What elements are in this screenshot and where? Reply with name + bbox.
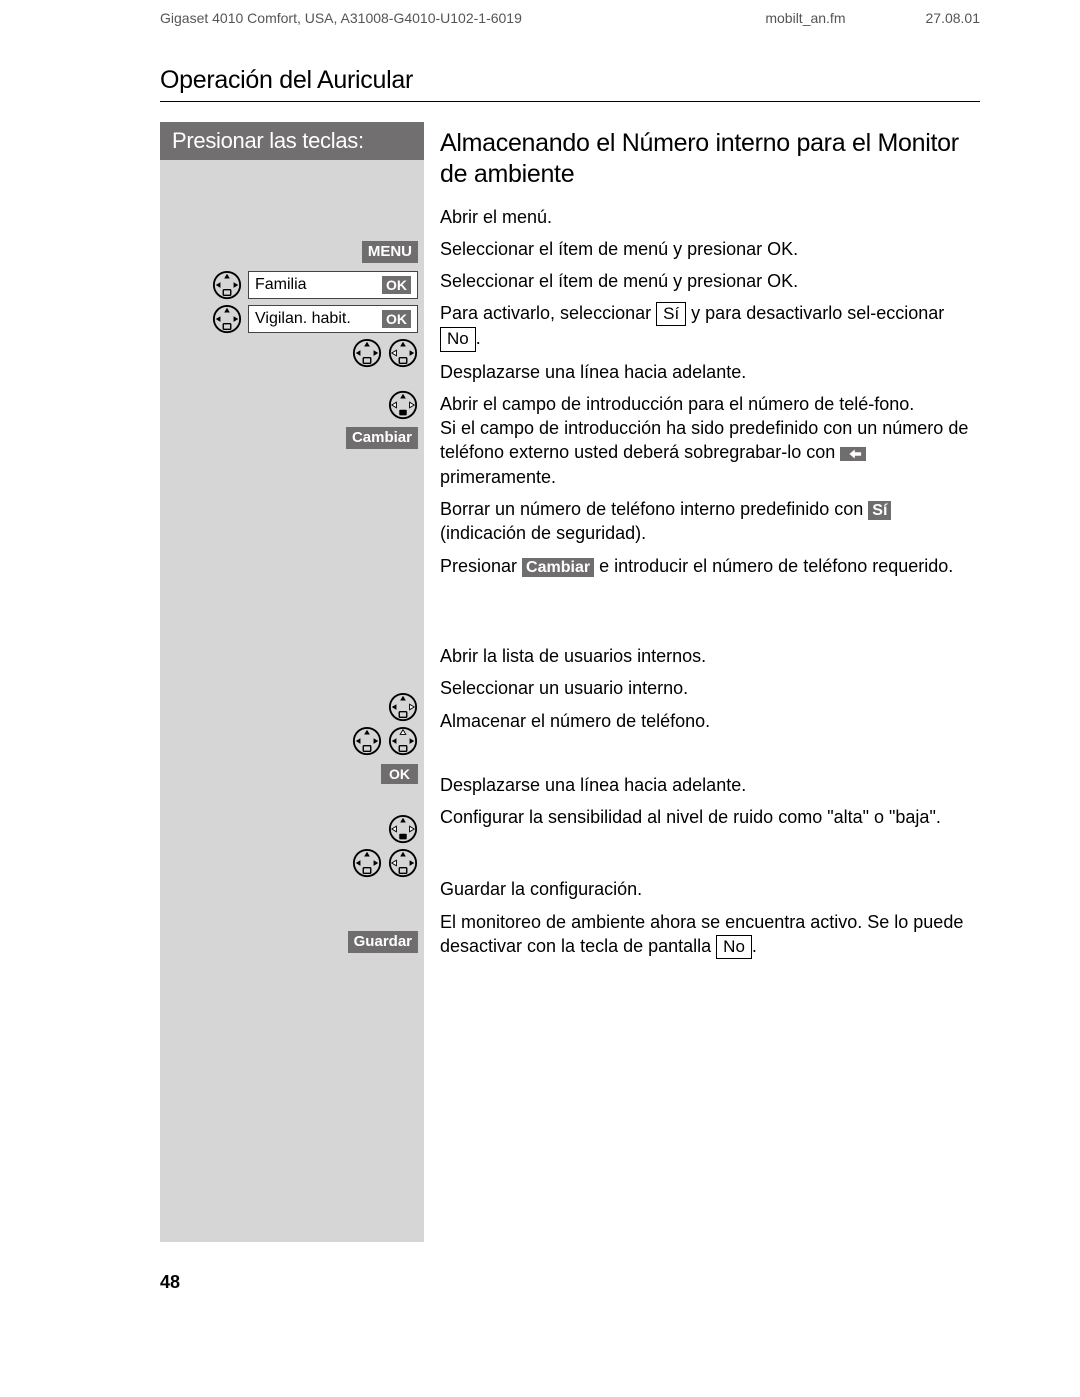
dpad-icon <box>212 270 242 300</box>
step-text: Seleccionar el ítem de menú y presionar … <box>440 269 980 293</box>
keys-header: Presionar las teclas: <box>160 122 424 160</box>
ok-key: OK <box>382 310 411 329</box>
no-key: No <box>716 935 752 959</box>
step-text: Presionar Cambiar e introducir el número… <box>440 554 980 578</box>
header-product: Gigaset 4010 Comfort, USA, A31008-G4010-… <box>160 10 522 26</box>
dpad-icon <box>388 338 418 368</box>
step-text: Abrir la lista de usuarios internos. <box>440 644 980 668</box>
menu-item-vigilan: Vigilan. habit. OK <box>248 305 418 333</box>
menu-key: MENU <box>362 241 418 263</box>
menu-item-familia: Familia OK <box>248 271 418 299</box>
step-text: Para activarlo, seleccionar Sí y para de… <box>440 301 980 351</box>
header-file: mobilt_an.fm <box>765 10 845 26</box>
dpad-icon <box>388 848 418 878</box>
dpad-right-icon <box>388 692 418 722</box>
dpad-icon <box>352 848 382 878</box>
ok-key: OK <box>381 764 418 785</box>
step-text: Almacenar el número de teléfono. <box>440 709 980 733</box>
step-text: Abrir el menú. <box>440 205 980 229</box>
dpad-icon <box>352 726 382 756</box>
ok-key: OK <box>382 276 411 295</box>
header-date: 27.08.01 <box>926 10 981 26</box>
step-text: Borrar un número de teléfono interno pre… <box>440 497 980 546</box>
guardar-key: Guardar <box>348 931 418 953</box>
description-column: Almacenando el Número interno para el Mo… <box>440 122 980 1242</box>
si-key: Sí <box>656 302 686 326</box>
step-text: Seleccionar el ítem de menú y presionar … <box>440 237 980 261</box>
dpad-icon <box>212 304 242 334</box>
keys-column: Presionar las teclas: MENU Familia OK <box>160 122 424 1242</box>
step-text: Configurar la sensibilidad al nivel de r… <box>440 805 980 829</box>
step-text: Abrir el campo de introducción para el n… <box>440 392 980 489</box>
step-text: Guardar la configuración. <box>440 877 980 901</box>
section-title: Operación del Auricular <box>160 66 980 102</box>
dpad-up-icon <box>388 726 418 756</box>
step-text: El monitoreo de ambiente ahora se encuen… <box>440 910 980 959</box>
backspace-icon <box>840 447 866 461</box>
step-text: Seleccionar un usuario interno. <box>440 676 980 700</box>
no-key: No <box>440 327 476 351</box>
right-title: Almacenando el Número interno para el Mo… <box>440 128 980 191</box>
dpad-icon <box>352 338 382 368</box>
dpad-down-icon <box>388 390 418 420</box>
dpad-down-icon <box>388 814 418 844</box>
si-dark-key: Sí <box>868 501 891 520</box>
page-number: 48 <box>160 1272 980 1293</box>
cambiar-inline-key: Cambiar <box>522 558 594 577</box>
step-text: Desplazarse una línea hacia adelante. <box>440 360 980 384</box>
cambiar-key: Cambiar <box>346 427 418 449</box>
step-text: Desplazarse una línea hacia adelante. <box>440 773 980 797</box>
